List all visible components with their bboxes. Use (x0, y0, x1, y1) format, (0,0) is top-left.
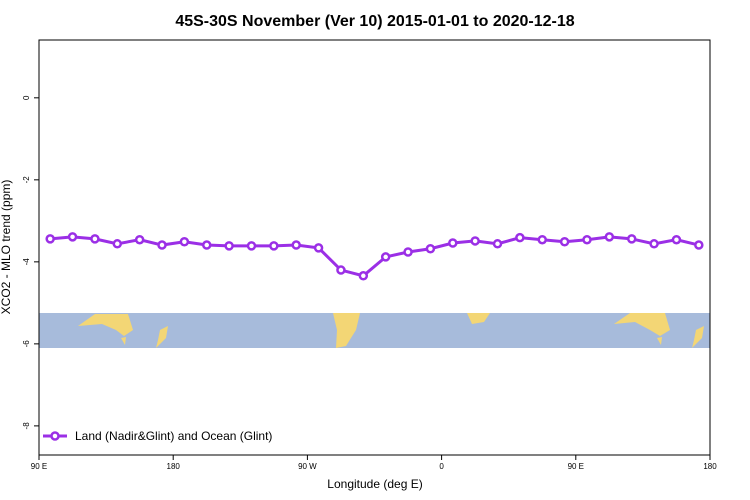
legend-label: Land (Nadir&Glint) and Ocean (Glint) (75, 429, 272, 443)
y-tick-label: -8 (22, 422, 31, 430)
point (604, 232, 615, 242)
point (90, 234, 100, 244)
point (157, 240, 167, 250)
x-tick-label: 90 W (298, 462, 317, 471)
x-tick-label: 180 (703, 462, 717, 471)
plot-frame (38, 39, 711, 456)
y-tick-label: -6 (22, 340, 31, 348)
point (671, 234, 682, 245)
map-strip (39, 313, 710, 348)
series-line (50, 235, 700, 278)
point (694, 240, 704, 250)
point (134, 234, 145, 245)
point (112, 239, 123, 249)
x-axis-label: Longitude (deg E) (327, 477, 422, 491)
point (403, 247, 413, 257)
point (313, 243, 324, 253)
point (269, 241, 279, 251)
point (448, 238, 458, 248)
point (626, 234, 637, 244)
point (336, 265, 346, 275)
point (358, 271, 369, 281)
point (492, 239, 503, 249)
point (559, 237, 570, 247)
y-tick-label: -4 (22, 258, 31, 266)
legend-marker (50, 431, 60, 441)
point (67, 232, 78, 242)
point (224, 241, 234, 251)
point (425, 243, 436, 254)
y-tick-label: 0 (22, 95, 31, 100)
point (45, 234, 55, 244)
x-tick-label: 90 E (31, 462, 47, 471)
point (246, 241, 257, 251)
y-tick-label: -2 (22, 176, 31, 184)
chart-title: 45S-30S November (Ver 10) 2015-01-01 to … (175, 13, 574, 30)
point (582, 234, 592, 245)
x-tick-label: 180 (167, 462, 181, 471)
y-axis-label: XCO2 - MLO trend (ppm) (0, 180, 13, 315)
x-tick-label: 0 (439, 462, 444, 471)
point (291, 240, 301, 250)
point (179, 237, 190, 247)
point (649, 239, 659, 249)
point (202, 240, 212, 250)
point (515, 232, 525, 243)
point (470, 236, 480, 246)
point (380, 252, 391, 262)
point (537, 234, 547, 245)
x-tick-label: 90 E (568, 462, 584, 471)
